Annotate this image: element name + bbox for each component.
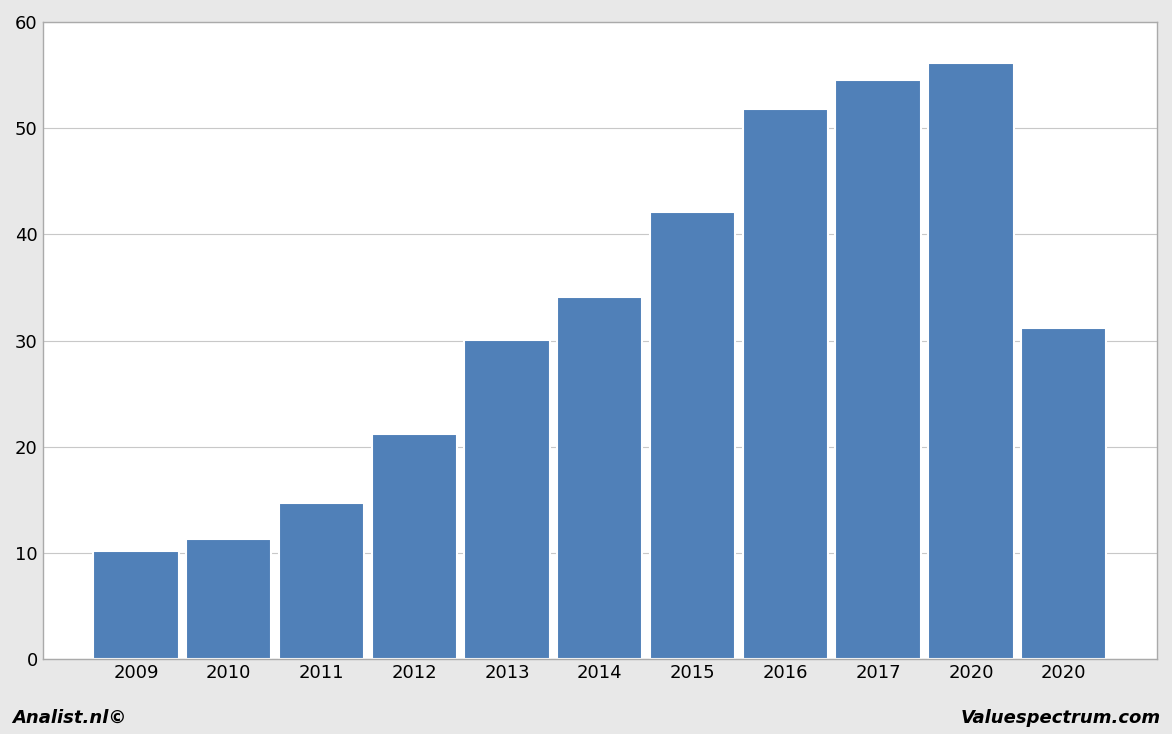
Bar <box>743 109 829 659</box>
Text: Analist.nl©: Analist.nl© <box>12 708 127 727</box>
Bar <box>557 297 642 659</box>
Bar <box>464 340 550 659</box>
Bar <box>650 212 735 659</box>
Bar <box>94 551 178 659</box>
Bar <box>836 81 921 659</box>
Bar <box>928 63 1014 659</box>
Bar <box>1021 328 1106 659</box>
Text: Valuespectrum.com: Valuespectrum.com <box>960 708 1160 727</box>
Bar <box>186 539 272 659</box>
Bar <box>279 504 364 659</box>
Bar <box>372 435 457 659</box>
